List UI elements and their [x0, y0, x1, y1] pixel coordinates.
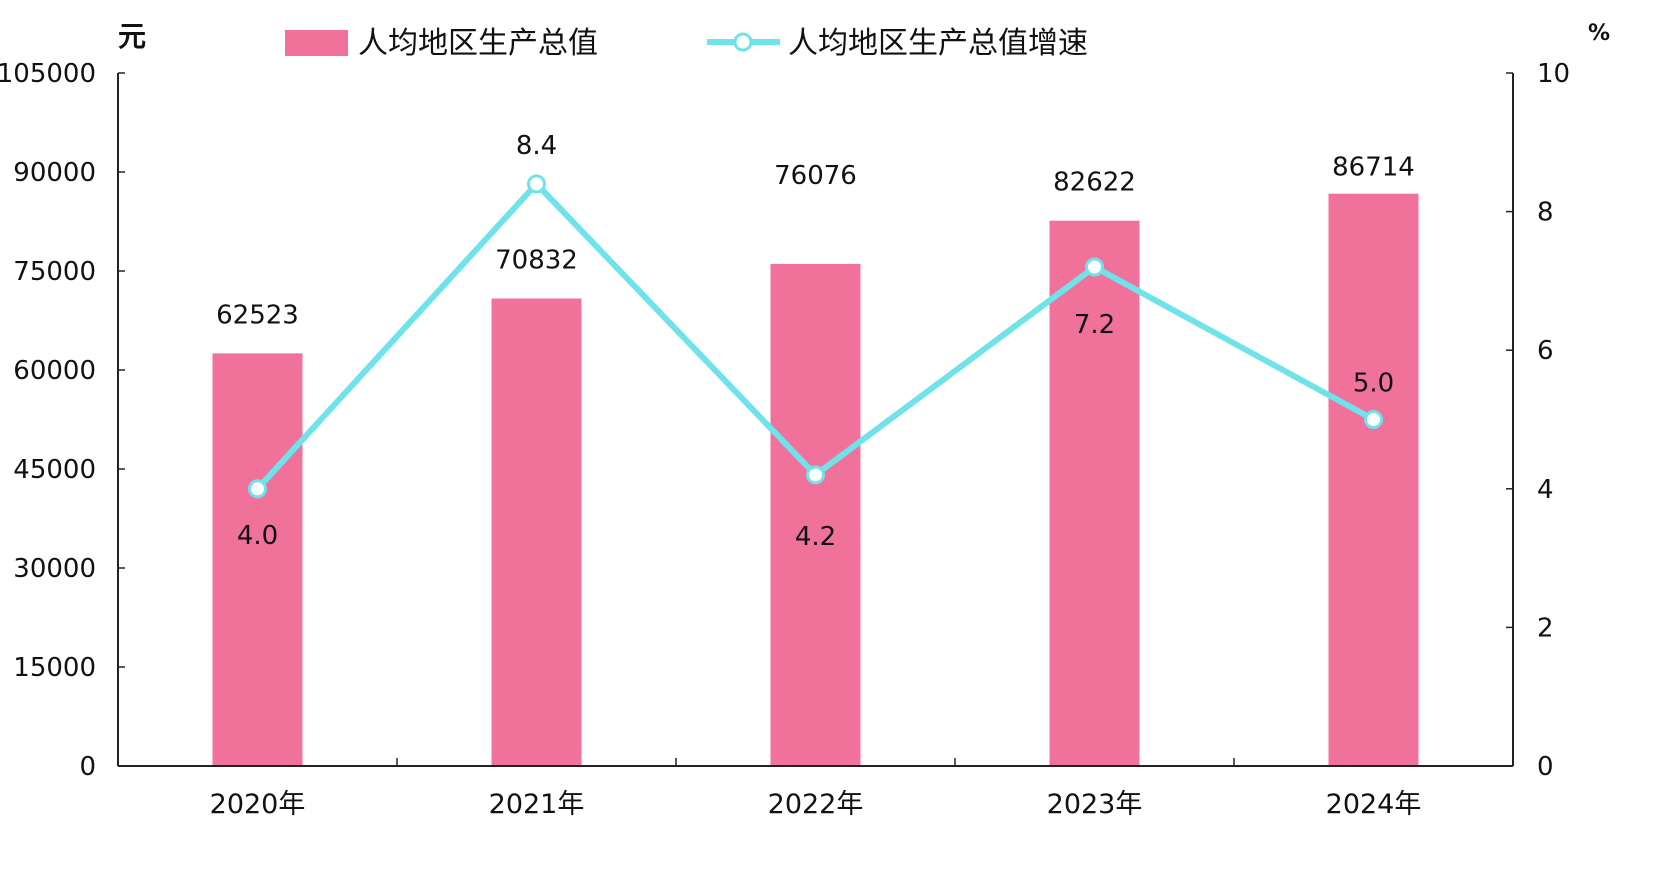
- bar-value-label: 86714: [1332, 153, 1415, 183]
- line-value-label: 8.4: [516, 131, 557, 161]
- left-tick-label: 60000: [13, 356, 96, 386]
- left-tick-label: 45000: [13, 455, 96, 485]
- x-tick-label: 2024年: [1326, 789, 1422, 820]
- bar-4: [1328, 193, 1419, 766]
- bar-2: [770, 263, 861, 766]
- bar-value-label: 70832: [495, 246, 578, 276]
- growth-point-1: [527, 174, 546, 194]
- right-tick-label: 2: [1537, 613, 1554, 643]
- legend-line-label: 人均地区生产总值增速: [788, 26, 1088, 61]
- legend-line-marker: [733, 32, 753, 52]
- right-tick-label: 4: [1537, 475, 1554, 505]
- bar-value-label: 82622: [1053, 168, 1136, 198]
- bar-0: [212, 353, 303, 766]
- left-tick-label: 90000: [13, 158, 96, 188]
- bar-value-label: 76076: [774, 161, 857, 191]
- legend-bar-label: 人均地区生产总值: [358, 26, 598, 61]
- right-tick-label: 8: [1537, 198, 1554, 228]
- left-tick-label: 15000: [13, 653, 96, 683]
- growth-point-2: [806, 465, 825, 485]
- growth-point-0: [248, 479, 267, 499]
- growth-point-4: [1364, 410, 1383, 429]
- x-tick-label: 2023年: [1047, 789, 1143, 820]
- left-tick-label: 0: [79, 752, 96, 782]
- plot-area: 0 15000 30000 45000 60000 75000 90000 105000 0 2 4…: [0, 59, 1570, 820]
- legend: 人均地区生产总值 人均地区生产总值增速: [285, 26, 1088, 61]
- line-value-label: 5.0: [1353, 369, 1394, 399]
- right-tick-label: 6: [1537, 336, 1554, 366]
- right-axis-unit: %: [1588, 21, 1610, 46]
- legend-bar-swatch: [285, 30, 348, 56]
- right-tick-label: 0: [1537, 752, 1554, 782]
- left-tick-label: 30000: [13, 554, 96, 584]
- x-tick-label: 2020年: [210, 789, 306, 820]
- growth-point-3: [1085, 257, 1104, 277]
- left-tick-label: 75000: [13, 257, 96, 287]
- left-axis-unit: 元: [118, 20, 146, 53]
- x-tick-label: 2022年: [768, 789, 864, 820]
- bar-value-label: 62523: [216, 300, 299, 330]
- x-tick-label: 2021年: [489, 789, 585, 820]
- bar-1: [491, 298, 582, 766]
- right-tick-label: 10: [1537, 59, 1570, 89]
- bar-3: [1049, 220, 1140, 766]
- line-value-label: 4.0: [237, 521, 278, 551]
- left-tick-label: 105000: [0, 59, 96, 89]
- line-value-label: 7.2: [1074, 310, 1115, 340]
- line-value-label: 4.2: [795, 522, 836, 552]
